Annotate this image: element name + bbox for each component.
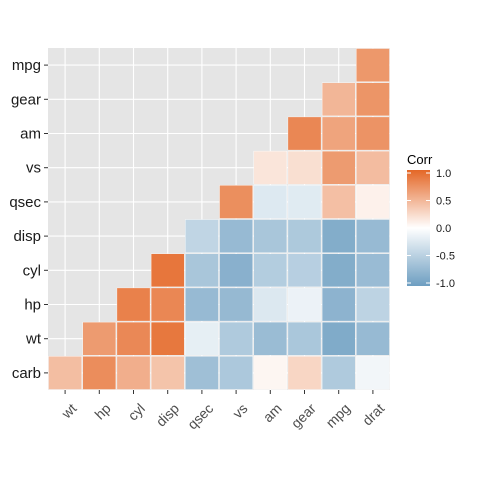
heatmap-cell-mpg-qsec	[321, 185, 356, 219]
heatmap-cell-mpg-carb	[321, 356, 356, 390]
heatmap-cell-gear-disp	[287, 219, 322, 253]
heatmap-cell-mpg-am	[321, 116, 356, 151]
heatmap-cell-am-hp	[253, 287, 288, 322]
heatmap-cell-vs-disp	[219, 219, 253, 253]
y-tick-label-vs: vs	[26, 160, 41, 177]
heatmap-cell-drat-carb	[356, 356, 390, 390]
heatmap-cell-am-disp	[253, 219, 288, 253]
heatmap-cell-cyl-wt	[116, 321, 151, 356]
heatmap-cell-gear-vs	[287, 150, 322, 185]
heatmap-cell-am-wt	[253, 321, 288, 356]
y-tick-label-am: am	[20, 126, 41, 143]
heatmap-cell-mpg-vs	[321, 150, 356, 185]
heatmap-cell-drat-vs	[356, 150, 390, 185]
y-tick-label-gear: gear	[11, 91, 41, 108]
heatmap-cell-qsec-hp	[185, 287, 219, 322]
heatmap-cell-mpg-cyl	[321, 253, 356, 288]
heatmap-cell-qsec-wt	[185, 321, 219, 356]
heatmap-cell-cyl-hp	[116, 287, 151, 322]
heatmap-cell-drat-am	[356, 116, 390, 151]
heatmap-cell-hp-carb	[82, 356, 117, 390]
heatmap-cell-disp-hp	[150, 287, 185, 322]
legend-tick-label-2: 0.0	[436, 223, 451, 235]
heatmap-cell-mpg-gear	[321, 82, 356, 117]
heatmap-cell-qsec-cyl	[185, 253, 219, 288]
legend: Corr 1.0 0.5 0.0 -0.5 -1.0	[407, 152, 455, 290]
legend-tick-label-4: -1.0	[436, 278, 455, 290]
heatmap-cell-am-qsec	[253, 185, 288, 219]
heatmap-cell-drat-wt	[356, 321, 390, 356]
heatmap-cell-hp-wt	[82, 321, 117, 356]
heatmap-cell-vs-qsec	[219, 185, 253, 219]
y-tick-label-cyl: cyl	[23, 262, 41, 279]
heatmap-cell-drat-cyl	[356, 253, 390, 288]
heatmap-cell-gear-carb	[287, 356, 322, 390]
legend-title: Corr	[407, 152, 433, 167]
y-tick-label-carb: carb	[12, 365, 41, 382]
heatmap-cell-qsec-carb	[185, 356, 219, 390]
y-axis: carb wt hp cyl disp qsec vs am gear mpg	[9, 57, 48, 382]
heatmap-cell-drat-mpg	[356, 48, 390, 82]
heatmap-cell-disp-carb	[150, 356, 185, 390]
y-tick-label-hp: hp	[24, 297, 41, 314]
y-tick-label-wt: wt	[25, 331, 42, 348]
y-tick-label-qsec: qsec	[9, 194, 41, 211]
heatmap-cell-drat-gear	[356, 82, 390, 117]
heatmap-cell-qsec-disp	[185, 219, 219, 253]
y-tick-label-mpg: mpg	[12, 57, 41, 74]
legend-tick-label-1: 0.5	[436, 196, 451, 208]
heatmap-cell-am-cyl	[253, 253, 288, 288]
heatmap-cell-vs-hp	[219, 287, 253, 322]
heatmap-cell-gear-wt	[287, 321, 322, 356]
heatmap-cell-gear-hp	[287, 287, 322, 322]
heatmap-cell-disp-cyl	[150, 253, 185, 288]
heatmap-cell-am-carb	[253, 356, 288, 390]
heatmap-cell-gear-am	[287, 116, 322, 151]
y-tick-label-disp: disp	[13, 228, 41, 245]
heatmap-cell-mpg-disp	[321, 219, 356, 253]
heatmap-cell-drat-hp	[356, 287, 390, 322]
heatmap-cell-drat-disp	[356, 219, 390, 253]
heatmap-cell-mpg-wt	[321, 321, 356, 356]
heatmap-cell-gear-cyl	[287, 253, 322, 288]
legend-tick-label-0: 1.0	[436, 168, 451, 180]
heatmap-cell-vs-cyl	[219, 253, 253, 288]
heatmap-cell-drat-qsec	[356, 185, 390, 219]
heatmap-cells	[48, 48, 390, 390]
heatmap-cell-cyl-carb	[116, 356, 151, 390]
legend-tick-label-3: -0.5	[436, 251, 455, 263]
heatmap-cell-disp-wt	[150, 321, 185, 356]
heatmap-cell-am-vs	[253, 150, 288, 185]
heatmap-cell-mpg-hp	[321, 287, 356, 322]
heatmap-cell-gear-qsec	[287, 185, 322, 219]
heatmap-cell-wt-carb	[48, 356, 82, 390]
legend-colorbar	[407, 170, 430, 286]
heatmap-cell-vs-carb	[219, 356, 253, 390]
heatmap-cell-vs-wt	[219, 321, 253, 356]
legend-ticks: 1.0 0.5 0.0 -0.5 -1.0	[407, 168, 455, 290]
